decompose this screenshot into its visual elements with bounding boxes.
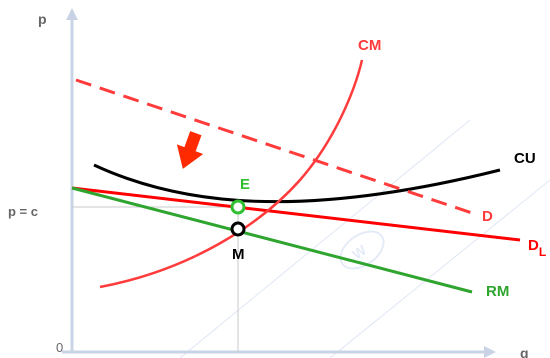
- price-level-label: p = c: [8, 204, 38, 219]
- cu-curve: [93, 163, 501, 204]
- watermark: [179, 119, 550, 358]
- y-axis-arrow-icon: [66, 8, 78, 20]
- point-e-label: E: [240, 176, 250, 193]
- axes: p q 0 p = c: [8, 8, 529, 358]
- cu-label: CU: [514, 150, 536, 167]
- demand-l-curve: [71, 186, 521, 242]
- rm-label: RM: [486, 283, 509, 300]
- x-axis-arrow-icon: [484, 346, 496, 358]
- demand-curve-dashed: [75, 78, 473, 215]
- equilibrium-point-e: [230, 199, 246, 215]
- demand-l-label-main: D: [528, 237, 539, 254]
- x-axis-label: q: [520, 345, 529, 358]
- point-m-label: M: [232, 246, 245, 263]
- down-left-arrow-icon: [176, 131, 204, 169]
- cm-label: CM: [358, 37, 381, 54]
- cm-curve: [99, 59, 364, 289]
- demand-l-label: DL: [528, 237, 546, 259]
- rm-curve: [71, 186, 473, 294]
- origin-label: 0: [56, 340, 63, 355]
- demand-label: D: [482, 208, 493, 225]
- demand-l-label-subscript: L: [539, 245, 546, 259]
- svg-text:W: W: [349, 241, 370, 262]
- point-m: [230, 221, 246, 237]
- y-axis-label: p: [38, 11, 47, 27]
